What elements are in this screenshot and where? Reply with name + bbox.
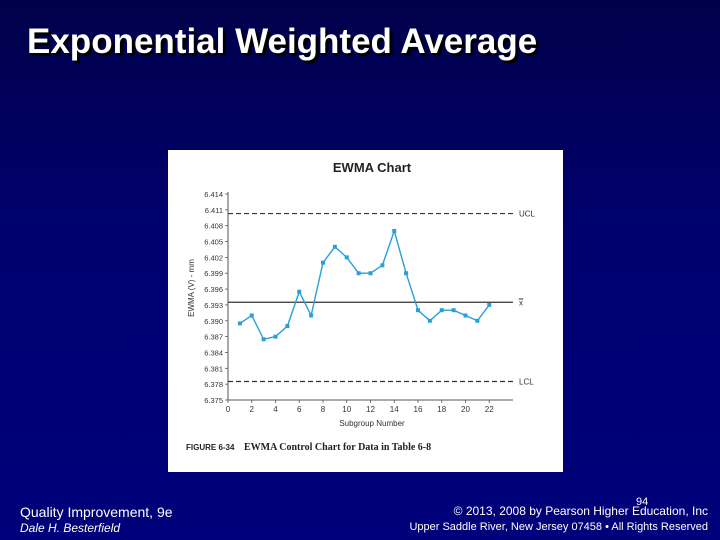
y-tick-label: 6.390 xyxy=(204,317,223,326)
data-point xyxy=(273,334,278,339)
data-point xyxy=(285,324,290,329)
data-point xyxy=(344,255,349,260)
x-tick-label: 0 xyxy=(226,405,231,414)
data-point xyxy=(237,321,242,326)
x-tick-label: 2 xyxy=(250,405,255,414)
y-tick-label: 6.387 xyxy=(204,333,223,342)
data-point xyxy=(368,271,373,276)
center-label: x̿ xyxy=(518,298,524,307)
x-tick-label: 6 xyxy=(297,405,302,414)
y-tick-label: 6.378 xyxy=(204,380,223,389)
x-tick-label: 8 xyxy=(321,405,326,414)
y-tick-label: 6.405 xyxy=(204,238,223,247)
data-point xyxy=(451,308,456,313)
y-tick-label: 6.399 xyxy=(204,269,223,278)
y-tick-label: 6.375 xyxy=(204,396,223,405)
data-point xyxy=(416,308,420,313)
data-point xyxy=(261,337,266,342)
data-point xyxy=(332,244,337,249)
y-tick-label: 6.384 xyxy=(204,348,223,357)
data-point xyxy=(404,271,409,276)
x-axis-label: Subgroup Number xyxy=(339,419,405,428)
data-point xyxy=(297,289,302,294)
y-axis-label: EWMA (V) - mm xyxy=(187,259,196,317)
x-tick-label: 22 xyxy=(485,405,494,414)
x-tick-label: 10 xyxy=(342,405,351,414)
footer-copyright: © 2013, 2008 by Pearson Higher Education… xyxy=(453,504,708,518)
y-tick-label: 6.396 xyxy=(204,285,223,294)
y-tick-label: 6.411 xyxy=(205,206,223,215)
data-point xyxy=(356,271,361,276)
data-point xyxy=(427,318,432,323)
data-point xyxy=(439,308,444,313)
data-point xyxy=(249,313,254,318)
data-point xyxy=(463,313,468,318)
data-point xyxy=(309,313,314,318)
data-point xyxy=(321,260,325,265)
data-point xyxy=(392,228,397,233)
x-tick-label: 20 xyxy=(461,405,470,414)
data-point xyxy=(487,302,492,307)
x-tick-label: 14 xyxy=(390,405,399,414)
footer-address: Upper Saddle River, New Jersey 07458 • A… xyxy=(409,521,708,533)
x-tick-label: 18 xyxy=(437,405,446,414)
x-tick-label: 12 xyxy=(366,405,375,414)
figure-caption-text: EWMA Control Chart for Data in Table 6-8 xyxy=(244,442,431,453)
figure-panel: EWMA Chart EWMA (V) - mm Subgroup Number… xyxy=(168,150,563,472)
y-tick-label: 6.414 xyxy=(204,190,223,199)
y-tick-label: 6.393 xyxy=(204,301,223,310)
figure-caption-label: FIGURE 6-34 xyxy=(186,443,235,452)
lcl-label: LCL xyxy=(519,378,534,387)
data-point xyxy=(475,318,480,323)
ewma-chart: EWMA Chart EWMA (V) - mm Subgroup Number… xyxy=(186,160,536,453)
slide-title: Exponential Weighted Average xyxy=(27,22,538,61)
footer-author: Dale H. Besterfield xyxy=(20,521,121,535)
page-number: 94 xyxy=(636,496,649,508)
chart-title: EWMA Chart xyxy=(333,160,412,175)
series-line xyxy=(239,228,490,341)
ucl-label: UCL xyxy=(519,210,536,219)
footer-book-title: Quality Improvement, 9e xyxy=(20,504,173,520)
y-tick-label: 6.408 xyxy=(204,222,223,231)
x-tick-label: 4 xyxy=(273,405,278,414)
data-point xyxy=(380,263,385,268)
y-tick-label: 6.381 xyxy=(204,364,223,373)
x-tick-label: 16 xyxy=(414,405,423,414)
y-tick-label: 6.402 xyxy=(204,253,223,262)
